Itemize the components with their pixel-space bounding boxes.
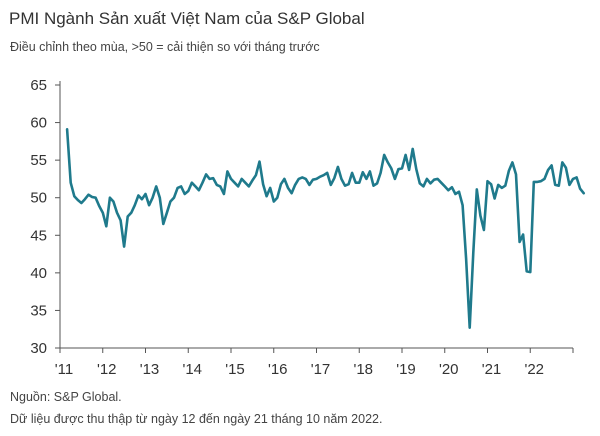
- x-tick-label: '12: [97, 361, 117, 378]
- x-tick-label: '19: [396, 361, 416, 378]
- y-tick-label: 40: [30, 265, 47, 282]
- y-tick-label: 50: [30, 190, 47, 207]
- tick-labels: 30 35 40 45 50 55 60 65 '11 '12 '13 '14 '15 '16 '17 '18…: [30, 77, 544, 378]
- x-tick-label: '14: [182, 361, 202, 378]
- y-tick-label: 45: [30, 227, 47, 244]
- chart-title: PMI Ngành Sản xuất Việt Nam của S&P Glob…: [9, 9, 365, 28]
- y-tick-label: 30: [30, 340, 47, 357]
- series-layer: [65, 128, 586, 330]
- chart-subtitle: Điều chỉnh theo mùa, >50 = cải thiện so …: [10, 40, 320, 54]
- x-tick-label: '21: [482, 361, 502, 378]
- x-tick-label: '15: [225, 361, 245, 378]
- y-tick-label: 60: [30, 115, 47, 132]
- pmi-series-line: [65, 128, 586, 330]
- data-collection-note: Dữ liệu được thu thập từ ngày 12 đến ngà…: [10, 412, 383, 426]
- x-tick-label: '17: [311, 361, 331, 378]
- x-tick-label: '20: [439, 361, 459, 378]
- x-tick-label: '22: [524, 361, 544, 378]
- x-tick-label: '18: [353, 361, 373, 378]
- y-tick-label: 35: [30, 302, 47, 319]
- x-tick-label: '13: [140, 361, 160, 378]
- x-tick-label: '16: [268, 361, 288, 378]
- x-tick-label: '11: [55, 361, 73, 378]
- source-note: Nguồn: S&P Global.: [10, 390, 122, 404]
- y-tick-label: 65: [30, 77, 47, 94]
- axes: [55, 81, 574, 353]
- y-tick-label: 55: [30, 152, 47, 169]
